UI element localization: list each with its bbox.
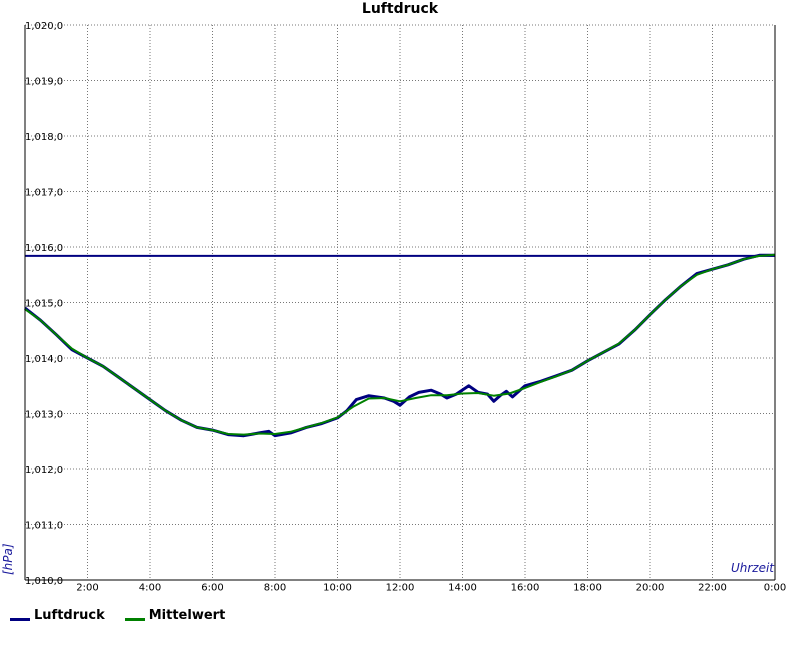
y-tick-label: 1,019,0 — [25, 77, 63, 88]
y-tick-label: 1,017,0 — [25, 188, 63, 199]
y-tick-label: 1,018,0 — [25, 132, 63, 143]
legend-label-luftdruck: Luftdruck — [34, 608, 105, 623]
legend-item-luftdruck: Luftdruck — [10, 608, 105, 623]
x-tick-label: 14:00 — [448, 582, 477, 593]
y-tick-label: 1,014,0 — [25, 354, 63, 365]
x-tick-label: 2:00 — [76, 582, 98, 593]
y-tick-label: 1,011,0 — [25, 521, 63, 532]
x-tick-label: 0:00 — [764, 582, 786, 593]
y-tick-label: 1,015,0 — [25, 299, 63, 310]
y-tick-label: 1,010,0 — [25, 576, 63, 587]
y-tick-label: 1,013,0 — [25, 410, 63, 421]
y-axis-label: [hPa] — [1, 543, 15, 575]
x-tick-label: 12:00 — [386, 582, 415, 593]
series-line-mittelwert — [24, 253, 776, 436]
x-tick-label: 16:00 — [511, 582, 540, 593]
x-tick-labels: 2:00 4:00 6:00 8:00 10:00 12:00 14:00 16:00 18:0… — [76, 582, 786, 593]
chart-grid — [25, 24, 776, 580]
x-tick-label: 6:00 — [201, 582, 223, 593]
x-axis-label: Uhrzeit — [731, 561, 775, 575]
y-tick-label: 1,020,0 — [25, 21, 63, 32]
series-line-luftdruck — [24, 253, 775, 438]
y-tick-label: 1,016,0 — [25, 243, 63, 254]
x-tick-label: 8:00 — [264, 582, 286, 593]
y-tick-label: 1,012,0 — [25, 465, 63, 476]
x-tick-label: 18:00 — [573, 582, 602, 593]
legend-item-mittelwert: Mittelwert — [124, 608, 226, 623]
legend-swatch-luftdruck — [10, 618, 30, 621]
chart-title: Luftdruck — [362, 1, 439, 17]
chart-series — [24, 253, 776, 438]
x-tick-label: 4:00 — [139, 582, 161, 593]
x-tick-label: 10:00 — [323, 582, 352, 593]
legend-swatch-mittelwert — [124, 618, 145, 621]
x-tick-label: 22:00 — [698, 582, 727, 593]
chart-legend: Luftdruck Mittelwert — [10, 608, 225, 623]
x-tick-label: 20:00 — [636, 582, 665, 593]
legend-label-mittelwert: Mittelwert — [148, 608, 226, 623]
chart-axes — [24, 25, 776, 581]
y-tick-labels: 1,010,0 1,011,0 1,012,0 1,013,0 1,014,0 1,015… — [25, 21, 63, 587]
